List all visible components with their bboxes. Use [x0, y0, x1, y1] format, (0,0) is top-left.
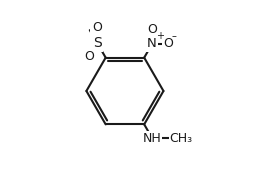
Text: O: O [93, 21, 102, 34]
Text: +: + [156, 31, 164, 41]
Text: O: O [84, 50, 94, 63]
Text: S: S [93, 36, 102, 50]
Text: N: N [147, 37, 157, 50]
Text: –: – [172, 31, 177, 41]
Text: NH: NH [143, 132, 161, 145]
Text: Cl: Cl [90, 24, 102, 37]
Text: O: O [147, 23, 157, 36]
Text: O: O [163, 37, 173, 50]
Text: CH₃: CH₃ [169, 132, 193, 145]
